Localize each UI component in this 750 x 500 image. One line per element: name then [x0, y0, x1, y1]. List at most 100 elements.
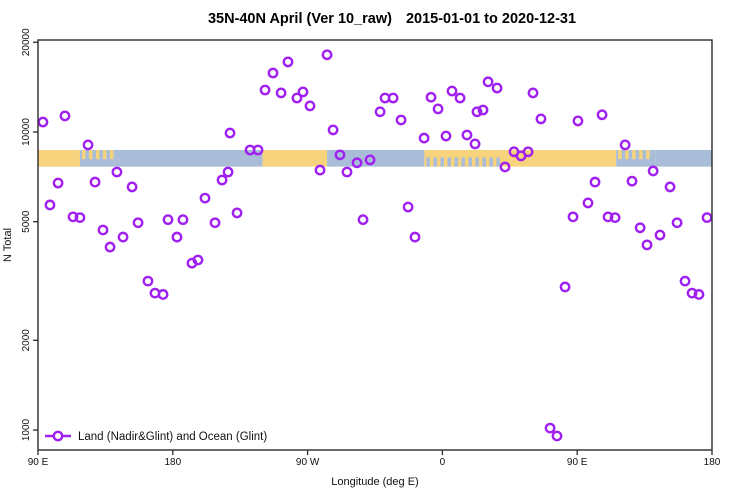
- data-point: [111, 166, 123, 178]
- x-tick-label: 90 W: [296, 457, 320, 468]
- plot-border: [37, 39, 713, 451]
- data-point: [222, 166, 234, 178]
- data-point: [267, 67, 279, 79]
- data-point: [469, 138, 481, 150]
- legend-label: Land (Nadir&Glint) and Ocean (Glint): [78, 431, 267, 443]
- data-point: [477, 104, 489, 116]
- data-point: [364, 154, 376, 166]
- data-point: [582, 197, 594, 209]
- data-point: [409, 231, 421, 243]
- data-point: [97, 224, 109, 236]
- data-point: [89, 176, 101, 188]
- data-point: [275, 87, 287, 99]
- data-point: [461, 129, 473, 141]
- data-point: [567, 211, 579, 223]
- data-point: [282, 56, 294, 68]
- band-speckle: [426, 157, 430, 167]
- band-speckle: [95, 149, 100, 160]
- band-speckle: [625, 149, 629, 160]
- band-speckle: [440, 157, 444, 167]
- y-tick-label: 10000: [21, 118, 32, 146]
- data-point: [471, 106, 483, 118]
- band-segment-land: [262, 149, 328, 167]
- data-point: [572, 115, 584, 127]
- data-point: [216, 174, 228, 186]
- data-point: [664, 181, 676, 193]
- data-point: [432, 103, 444, 115]
- band-speckle: [81, 149, 86, 160]
- y-axis-label: N Total: [2, 228, 14, 262]
- data-point: [425, 91, 437, 103]
- data-point: [679, 275, 691, 287]
- band-speckle: [482, 157, 486, 167]
- x-tick-label: 90 E: [28, 457, 49, 468]
- data-point: [482, 76, 494, 88]
- data-point: [321, 49, 333, 61]
- data-point: [126, 181, 138, 193]
- band-segment-ocean: [114, 149, 263, 167]
- band-segment-ocean: [655, 149, 712, 167]
- data-point: [52, 177, 64, 189]
- data-point: [609, 212, 621, 224]
- y-tick-label: 1000: [21, 418, 32, 441]
- band-speckle: [102, 149, 107, 160]
- data-point: [535, 113, 547, 125]
- band-speckle: [496, 157, 500, 167]
- band-speckle: [461, 157, 465, 167]
- data-point: [82, 139, 94, 151]
- y-tick-label: 5000: [21, 210, 32, 233]
- band-segment-land: [500, 149, 617, 167]
- data-point: [527, 87, 539, 99]
- band-segment-ocean: [327, 149, 425, 167]
- data-point: [395, 114, 407, 126]
- x-tick-label: 180: [164, 457, 181, 468]
- data-point: [544, 422, 556, 434]
- data-point: [654, 229, 666, 241]
- band-speckle: [88, 149, 93, 160]
- data-point: [602, 211, 614, 223]
- band-speckle: [447, 157, 451, 167]
- legend: Land (Nadir&Glint) and Ocean (Glint): [45, 430, 267, 443]
- data-point: [693, 289, 705, 300]
- data-point: [626, 175, 638, 187]
- data-point: [104, 241, 116, 253]
- data-point: [259, 84, 271, 96]
- band-speckle: [475, 157, 479, 167]
- x-axis-label: Longitude (deg E): [331, 476, 418, 488]
- data-point: [671, 217, 683, 229]
- data-point: [162, 214, 174, 226]
- band-speckle: [639, 149, 643, 160]
- data-point: [252, 144, 264, 156]
- chart-title-range: 35N-40N April (Ver 10_raw): [208, 11, 392, 27]
- band-speckle: [454, 157, 458, 167]
- data-point: [177, 214, 189, 226]
- data-point: [341, 166, 353, 178]
- data-point: [374, 106, 386, 118]
- data-point: [231, 207, 243, 219]
- data-point: [596, 109, 608, 121]
- data-point: [619, 139, 631, 151]
- data-point: [559, 281, 571, 293]
- legend-marker-icon: [52, 430, 64, 442]
- data-point: [171, 231, 183, 243]
- data-point: [491, 82, 503, 94]
- data-point: [67, 211, 79, 223]
- data-point: [686, 287, 698, 299]
- data-point: [551, 430, 563, 442]
- data-point: [209, 217, 221, 229]
- x-tick-label: 180: [704, 457, 721, 468]
- data-point: [37, 116, 49, 128]
- data-point: [157, 289, 169, 300]
- band-speckle: [632, 149, 636, 160]
- data-point: [499, 161, 511, 173]
- x-tick-label: 0: [440, 457, 446, 468]
- data-point: [192, 254, 204, 266]
- data-point: [117, 231, 129, 243]
- data-point: [291, 92, 303, 104]
- data-point: [440, 130, 452, 142]
- data-point: [314, 164, 326, 176]
- data-point: [44, 199, 56, 211]
- data-point: [334, 149, 346, 161]
- data-point: [634, 222, 646, 234]
